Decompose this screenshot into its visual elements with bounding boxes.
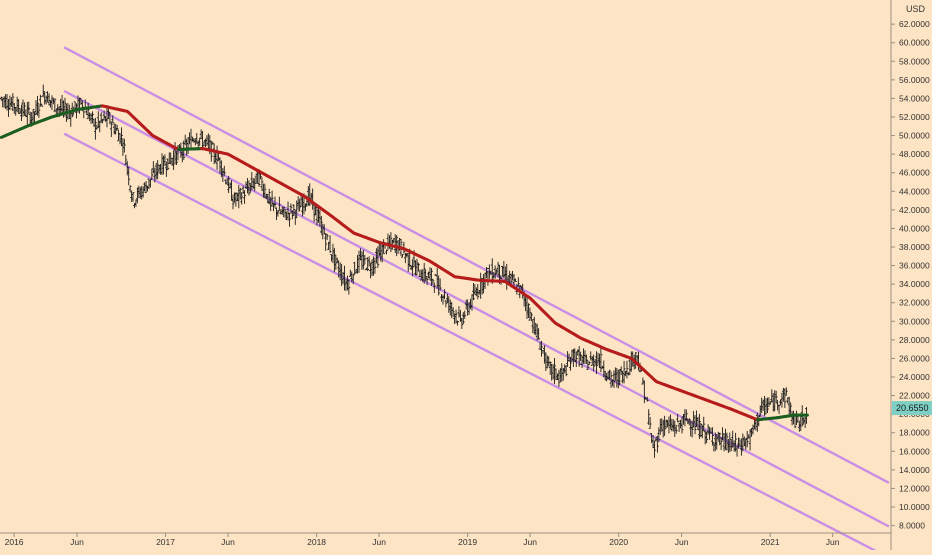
- currency-label: USD: [906, 4, 926, 14]
- time-tick-label: Jun: [372, 537, 386, 547]
- time-tick-label: 2018: [307, 537, 326, 547]
- last-price-tag-label: 20.6550: [896, 403, 929, 413]
- price-tick-label: 12.0000: [899, 483, 930, 493]
- price-tick-label: 14.0000: [899, 465, 930, 475]
- price-tick-label: 50.0000: [899, 131, 930, 141]
- price-tick-label: 24.0000: [899, 372, 930, 382]
- last-price-tag: 20.6550: [892, 401, 932, 415]
- price-tick-label: 28.0000: [899, 335, 930, 345]
- price-tick-label: 46.0000: [899, 168, 930, 178]
- time-tick-label: 2020: [609, 537, 628, 547]
- price-tick-label: 62.0000: [899, 19, 930, 29]
- price-tick-label: 52.0000: [899, 112, 930, 122]
- price-tick-label: 48.0000: [899, 149, 930, 159]
- price-tick-label: 16.0000: [899, 446, 930, 456]
- time-tick-label: Jun: [221, 537, 235, 547]
- time-tick-label: 2019: [458, 537, 477, 547]
- time-tick-label: Jun: [70, 537, 84, 547]
- price-tick-label: 56.0000: [899, 75, 930, 85]
- price-tick-label: 42.0000: [899, 205, 930, 215]
- price-tick-label: 38.0000: [899, 242, 930, 252]
- time-tick-label: 2017: [156, 537, 175, 547]
- time-tick-label: 2016: [5, 537, 24, 547]
- time-tick-label: Jun: [675, 537, 689, 547]
- price-tick-label: 8.0000: [899, 521, 925, 531]
- price-tick-label: 32.0000: [899, 298, 930, 308]
- price-tick-label: 60.0000: [899, 38, 930, 48]
- price-tick-label: 40.0000: [899, 223, 930, 233]
- time-tick-label: Jun: [523, 537, 537, 547]
- price-tick-label: 10.0000: [899, 502, 930, 512]
- price-tick-label: 36.0000: [899, 261, 930, 271]
- price-tick-label: 54.0000: [899, 93, 930, 103]
- price-tick-label: 58.0000: [899, 56, 930, 66]
- price-tick-label: 34.0000: [899, 279, 930, 289]
- price-tick-label: 22.0000: [899, 391, 930, 401]
- price-tick-label: 26.0000: [899, 353, 930, 363]
- price-tick-label: 44.0000: [899, 186, 930, 196]
- time-tick-label: Jun: [826, 537, 840, 547]
- price-tick-label: 30.0000: [899, 316, 930, 326]
- time-tick-label: 2021: [761, 537, 780, 547]
- price-tick-label: 18.0000: [899, 428, 930, 438]
